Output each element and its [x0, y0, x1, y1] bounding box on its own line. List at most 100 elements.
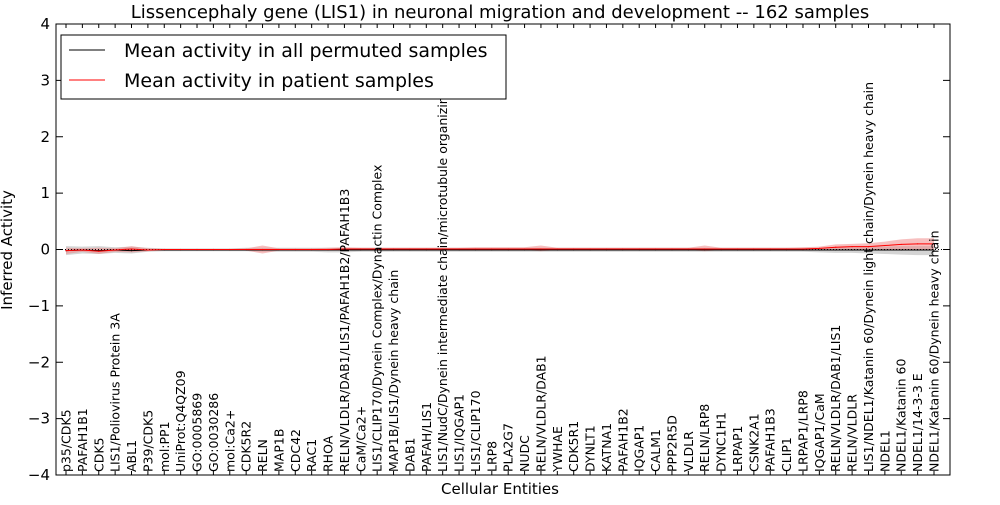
x-category-label: RELN/VLDLR [845, 394, 860, 472]
data-point-patient [163, 248, 165, 251]
data-point-permuted [524, 249, 526, 251]
data-point-patient [818, 247, 821, 249]
y-tick-label: 1 [40, 184, 50, 202]
x-category-label: CDK5R2 [239, 421, 254, 472]
x-axis-label: Cellular Entities [441, 480, 559, 498]
data-point-patient [851, 246, 853, 248]
x-category-label: LIS1/NDEL1/Katanin 60/Dynein light chain… [861, 82, 876, 472]
data-point-patient [917, 243, 919, 245]
x-category-label: CLIP1 [779, 437, 794, 472]
chart-title: Lissencephaly gene (LIS1) in neuronal mi… [131, 2, 870, 23]
y-tick-label: −2 [28, 353, 50, 371]
x-category-labels: p35/CDK5 PAFAH1B1 CDK5 LIS1/Poliovirus Prot… [59, 24, 942, 475]
x-category-label: GO:0030286 [206, 393, 221, 472]
x-category-label: NDEL1/Katanin 60 [894, 359, 909, 472]
data-point-permuted [818, 249, 821, 251]
data-point-permuted [474, 249, 476, 251]
data-point-permuted [605, 249, 608, 251]
data-point-patient [671, 248, 673, 250]
data-point-patient [884, 244, 886, 247]
data-point-permuted [573, 249, 575, 251]
x-category-label: CDC42 [288, 429, 303, 472]
data-point-patient [524, 248, 526, 250]
data-point-patient [114, 249, 116, 251]
data-point-patient [98, 250, 100, 252]
data-point-patient [720, 248, 722, 250]
data-point-permuted [867, 249, 870, 251]
data-point-patient [605, 248, 608, 250]
data-point-patient [835, 246, 837, 248]
x-category-label: RELN/VLDLR/DAB1 [533, 355, 548, 472]
data-point-permuted [409, 249, 411, 251]
y-tick-label: −4 [28, 466, 50, 484]
data-point-patient [704, 248, 706, 250]
data-point-patient [687, 248, 689, 250]
data-point-patient [556, 248, 558, 250]
data-point-permuted [753, 249, 755, 251]
data-point-patient [425, 248, 427, 250]
data-point-permuted [376, 249, 378, 251]
data-point-patient [327, 248, 329, 251]
legend: Mean activity in all permuted samples Me… [60, 34, 507, 100]
data-point-permuted [704, 249, 706, 251]
data-point-patient [900, 243, 902, 246]
data-point-patient [786, 248, 788, 250]
data-point-permuted [425, 249, 427, 251]
x-category-label: UniProt:Q4QZ09 [173, 370, 188, 472]
data-point-patient [491, 248, 493, 250]
x-category-label: LIS1/NudC/Dynein intermediate chain/micr… [435, 43, 450, 472]
data-point-permuted [736, 249, 739, 251]
x-category-label: CaM/Ca2+ [353, 406, 368, 472]
data-point-patient [802, 248, 804, 250]
data-point-patient [409, 248, 411, 250]
y-tick-label: 3 [40, 71, 50, 89]
y-tick-label: −3 [28, 410, 50, 428]
x-category-label: PAFAH1B3 [763, 408, 778, 472]
data-point-patient [589, 248, 591, 250]
x-category-label: LIS1/CLIP170/Dynein Complex/Dynactin Com… [370, 165, 385, 472]
x-category-label: PAFAH/LIS1 [419, 402, 434, 472]
data-point-permuted [802, 249, 804, 251]
x-category-label: VLDLR [681, 431, 696, 472]
data-point-permuted [360, 249, 362, 251]
x-category-label: RELN/VLDLR/DAB1/LIS1/PAFAH1B2/PAFAH1B3 [337, 189, 352, 472]
data-point-patient [81, 249, 83, 251]
x-category-label: RELN/VLDLR/DAB1/LIS1 [828, 325, 843, 472]
y-tick-label: 2 [40, 128, 50, 146]
x-category-label: p35/CDK5 [59, 409, 74, 472]
data-point-permuted [835, 249, 837, 251]
x-category-label: YWHAE [550, 426, 565, 473]
data-point-patient [229, 248, 231, 251]
data-point-patient [65, 250, 67, 252]
legend-box [60, 34, 507, 100]
data-point-patient [294, 248, 296, 251]
x-category-label: ABL1 [124, 440, 139, 472]
x-category-label: NDEL1/Katanin 60/Dynein heavy chain [927, 230, 942, 472]
data-point-patient [392, 248, 395, 250]
x-category-label: CDK5R1 [566, 421, 581, 472]
x-category-label: RHOA [321, 435, 336, 472]
data-point-patient [311, 248, 313, 251]
data-point-permuted [671, 249, 673, 251]
data-point-patient [933, 243, 935, 245]
x-category-label: DAB1 [402, 438, 417, 473]
x-category-label: PLA2G7 [501, 423, 516, 472]
x-category-label: PAFAH1B1 [75, 408, 90, 472]
series-line-patient [65, 243, 934, 252]
data-point-patient [343, 248, 345, 250]
data-point-patient [736, 248, 739, 250]
data-point-patient [655, 248, 657, 250]
data-point-permuted [884, 249, 886, 251]
data-point-patient [130, 248, 133, 250]
data-point-patient [867, 246, 870, 248]
series-lines [65, 243, 935, 252]
x-category-label: RAC1 [304, 439, 319, 472]
data-point-permuted [343, 249, 345, 251]
data-point-permuted [392, 249, 395, 251]
x-category-label: MAP1B/LIS1/Dynein heavy chain [386, 270, 401, 472]
data-point-patient [769, 248, 771, 250]
data-point-patient [245, 248, 247, 251]
data-point-patient [573, 248, 575, 250]
